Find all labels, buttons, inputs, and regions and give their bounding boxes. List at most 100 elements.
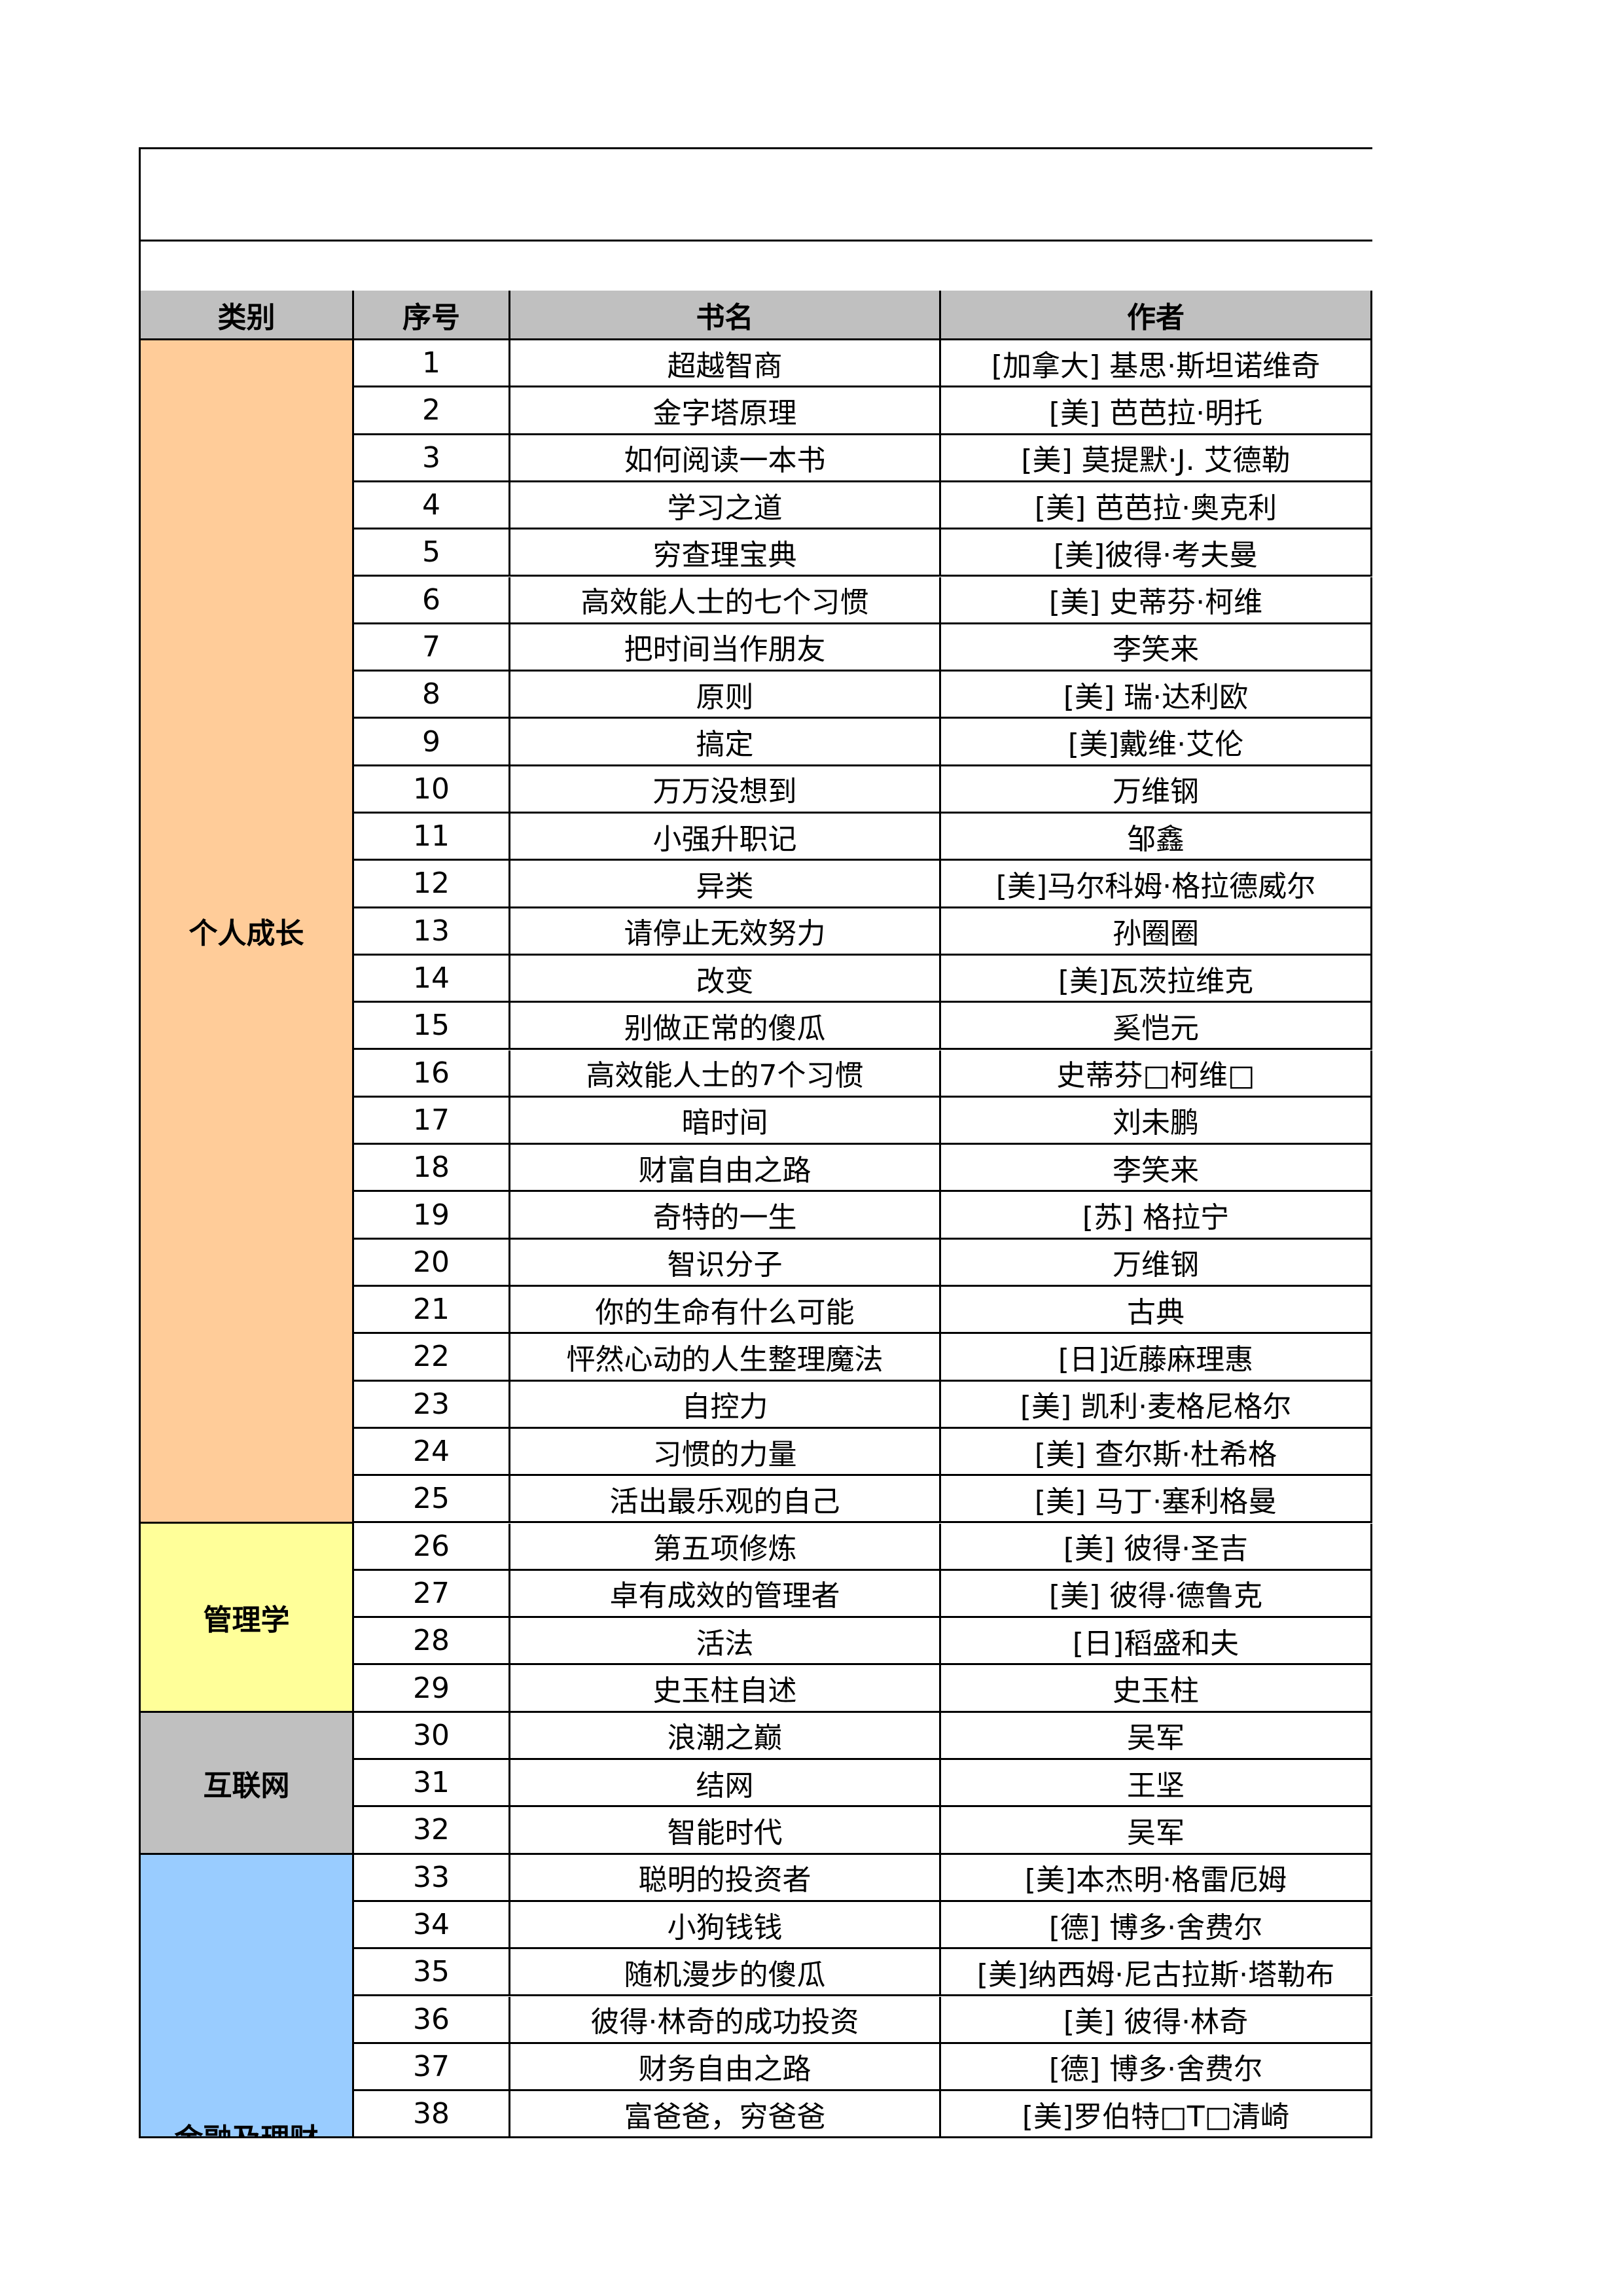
book-title: 高效能人士的七个习惯 <box>510 577 941 624</box>
book-author: [日]近藤麻理惠 <box>941 1334 1372 1382</box>
book-title: 小强升职记 <box>510 814 941 861</box>
book-title: 万万没想到 <box>510 766 941 814</box>
book-author: [美] 彼得·德鲁克 <box>941 1570 1372 1619</box>
book-author: [美]本杰明·格雷厄姆 <box>941 1854 1372 1902</box>
book-author: [美] 史蒂芬·柯维 <box>941 577 1372 624</box>
book-title: 高效能人士的7个习惯 <box>510 1050 941 1098</box>
book-title: 穷查理宝典 <box>510 529 941 577</box>
row-number: 32 <box>354 1807 510 1855</box>
row-number: 36 <box>354 1996 510 2044</box>
row-number: 1 <box>354 340 510 388</box>
book-title: 奇特的一生 <box>510 1192 941 1240</box>
row-number: 38 <box>354 2091 510 2139</box>
book-author: [美] 芭芭拉·明托 <box>941 387 1372 435</box>
row-number: 8 <box>354 672 510 719</box>
row-number: 10 <box>354 766 510 814</box>
category-cell: 互联网 <box>139 1712 354 1855</box>
book-title: 浪潮之巅 <box>510 1712 941 1760</box>
book-author: [美]戴维·艾伦 <box>941 719 1372 766</box>
row-number: 11 <box>354 814 510 861</box>
book-title: 超越智商 <box>510 340 941 388</box>
row-number: 12 <box>354 861 510 908</box>
row-number: 15 <box>354 1003 510 1050</box>
row-number: 28 <box>354 1618 510 1666</box>
row-number: 19 <box>354 1192 510 1240</box>
book-title: 第五项修炼 <box>510 1523 941 1571</box>
category-label: 互联网 <box>203 1768 290 1803</box>
row-number: 18 <box>354 1145 510 1193</box>
book-title: 自控力 <box>510 1381 941 1429</box>
book-author: [美]罗伯特□T□清崎 <box>941 2091 1372 2139</box>
book-title: 随机漫步的傻瓜 <box>510 1949 941 1997</box>
book-title: 怦然心动的人生整理魔法 <box>510 1334 941 1382</box>
book-author: [美] 彼得·林奇 <box>941 1996 1372 2044</box>
book-title: 智能时代 <box>510 1807 941 1855</box>
row-number: 6 <box>354 577 510 624</box>
row-number: 26 <box>354 1523 510 1571</box>
row-number: 17 <box>354 1097 510 1145</box>
row-number: 20 <box>354 1239 510 1287</box>
frame-line <box>139 147 1372 149</box>
book-author: [美] 彼得·圣吉 <box>941 1523 1372 1571</box>
row-number: 2 <box>354 387 510 435</box>
row-number: 30 <box>354 1712 510 1760</box>
row-number: 35 <box>354 1949 510 1997</box>
book-author: 古典 <box>941 1287 1372 1335</box>
book-author: [美]纳西姆·尼古拉斯·塔勒布 <box>941 1949 1372 1997</box>
book-title: 财务自由之路 <box>510 2043 941 2092</box>
book-title: 金字塔原理 <box>510 387 941 435</box>
book-title: 暗时间 <box>510 1097 941 1145</box>
frame-line <box>139 240 1372 242</box>
category-label: 管理学 <box>203 1603 290 1637</box>
book-author: 奚恺元 <box>941 1003 1372 1050</box>
book-title: 小狗钱钱 <box>510 1901 941 1950</box>
row-number: 3 <box>354 435 510 482</box>
book-author: [加拿大] 基思·斯坦诺维奇 <box>941 340 1372 388</box>
book-title: 活出最乐观的自己 <box>510 1476 941 1524</box>
book-author: 史玉柱 <box>941 1665 1372 1713</box>
frame-line <box>139 147 141 291</box>
row-number: 37 <box>354 2043 510 2092</box>
book-author: [美] 莫提默·J. 艾德勒 <box>941 435 1372 482</box>
row-number: 33 <box>354 1854 510 1902</box>
book-author: [美] 马丁·塞利格曼 <box>941 1476 1372 1524</box>
category-cell: 金融及理财 <box>139 1854 354 2139</box>
book-title: 异类 <box>510 861 941 908</box>
row-number: 13 <box>354 908 510 956</box>
row-number: 21 <box>354 1287 510 1335</box>
book-author: 王坚 <box>941 1760 1372 1808</box>
row-number: 23 <box>354 1381 510 1429</box>
book-title: 聪明的投资者 <box>510 1854 941 1902</box>
book-title: 卓有成效的管理者 <box>510 1570 941 1619</box>
category-label: 金融及理财 <box>175 2115 319 2136</box>
book-author: [美] 凯利·麦格尼格尔 <box>941 1381 1372 1429</box>
book-author: 邹鑫 <box>941 814 1372 861</box>
book-title: 搞定 <box>510 719 941 766</box>
row-number: 29 <box>354 1665 510 1713</box>
book-author: [苏] 格拉宁 <box>941 1192 1372 1240</box>
book-author: 万维钢 <box>941 1239 1372 1287</box>
book-author: [美] 芭芭拉·奥克利 <box>941 482 1372 530</box>
book-author: 李笑来 <box>941 624 1372 672</box>
book-title: 结网 <box>510 1760 941 1808</box>
book-author: [德] 博多·舍费尔 <box>941 2043 1372 2092</box>
category-label: 个人成长 <box>188 917 304 951</box>
row-number: 24 <box>354 1428 510 1477</box>
book-title: 财富自由之路 <box>510 1145 941 1193</box>
book-author: 李笑来 <box>941 1145 1372 1193</box>
book-title: 改变 <box>510 955 941 1003</box>
book-author: 史蒂芬□柯维□ <box>941 1050 1372 1098</box>
column-header: 作者 <box>941 291 1372 340</box>
book-title: 彼得·林奇的成功投资 <box>510 1996 941 2044</box>
book-title: 把时间当作朋友 <box>510 624 941 672</box>
book-title: 智识分子 <box>510 1239 941 1287</box>
book-title: 习惯的力量 <box>510 1428 941 1477</box>
row-number: 5 <box>354 529 510 577</box>
book-author: 吴军 <box>941 1807 1372 1855</box>
book-author: [美] 查尔斯·杜希格 <box>941 1428 1372 1477</box>
book-title: 学习之道 <box>510 482 941 530</box>
book-title: 活法 <box>510 1618 941 1666</box>
book-author: 吴军 <box>941 1712 1372 1760</box>
book-author: [美]瓦茨拉维克 <box>941 955 1372 1003</box>
